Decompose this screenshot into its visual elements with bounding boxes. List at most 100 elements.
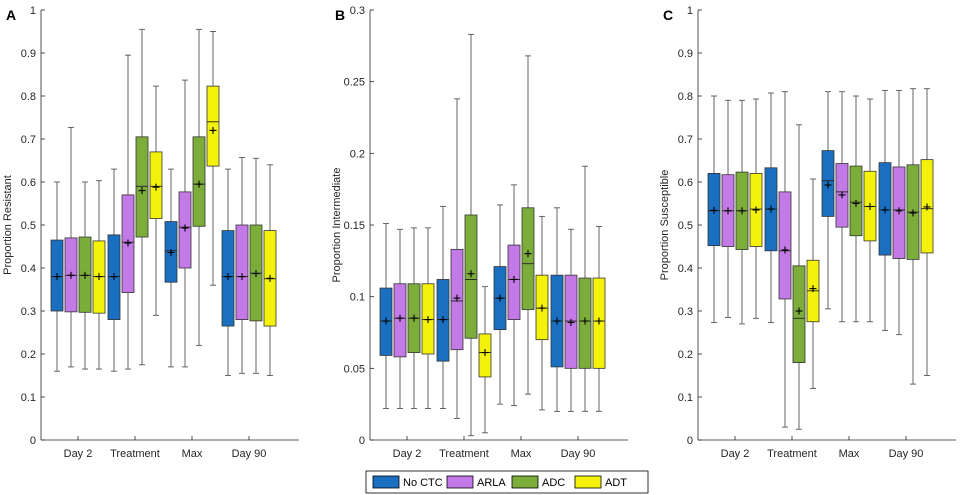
box-arla-day-2: [64, 126, 78, 368]
y-tick-label: 0.1: [678, 392, 693, 404]
panel-b: 0 0.05 0.1 0.15 0.2 0.25 0.3 Proportion Interme…: [331, 5, 628, 460]
x-tick-label: Day 90: [889, 448, 924, 460]
legend-swatch-adt: [574, 475, 602, 489]
box-no-ctc-max: [821, 91, 835, 310]
box-arla-treatment: [778, 91, 792, 428]
legend-swatch-no-ctc: [372, 475, 400, 489]
box-adt-day-2: [92, 180, 106, 370]
y-tick-label: 0.9: [678, 48, 693, 60]
legend-swatch-arla: [446, 475, 474, 489]
legend-label-adt: ADT: [605, 477, 627, 489]
y-axis-label: Proportion Susceptible: [659, 170, 671, 281]
x-tick-label: Treatment: [439, 448, 489, 460]
box-arla-day-90: [235, 157, 249, 374]
y-tick-label: 0.6: [21, 177, 36, 189]
box-iqr: [235, 224, 249, 320]
box-adt-treatment: [806, 178, 820, 389]
y-tick-label: 0.5: [678, 220, 693, 232]
box-arla-treatment: [450, 98, 464, 419]
box-iqr: [135, 136, 149, 238]
box-adt-treatment: [478, 286, 492, 434]
legend-label-adc: ADC: [542, 477, 565, 489]
y-tick-label: 1: [30, 5, 36, 17]
x-tick-label: Max: [182, 448, 203, 460]
y-axis-label: Proportion Resistant: [2, 175, 14, 275]
box-adc-day-90: [906, 88, 920, 385]
box-adt-max: [863, 98, 877, 323]
box-no-ctc-day-90: [221, 168, 235, 376]
x-tick-label: Day 90: [232, 448, 267, 460]
box-adt-day-2: [749, 98, 763, 319]
box-no-ctc-treatment: [107, 168, 121, 372]
box-arla-day-90: [892, 89, 906, 336]
box-no-ctc-max: [493, 204, 507, 405]
y-tick-label: 0.8: [678, 91, 693, 103]
y-tick-label: 0.05: [344, 363, 365, 375]
y-tick-label: 0.3: [21, 306, 36, 318]
y-tick-label: 0.1: [350, 292, 365, 304]
box-no-ctc-treatment: [764, 92, 778, 324]
panel-label: C: [663, 7, 673, 23]
x-tick-label: Day 2: [393, 448, 422, 460]
panel-label: B: [335, 7, 345, 23]
y-tick-label: 1: [687, 5, 693, 17]
panel-label: A: [6, 7, 16, 23]
box-arla-max: [178, 79, 192, 368]
box-arla-day-2: [721, 99, 735, 318]
box-arla-max: [507, 184, 521, 407]
x-tick-label: Day 2: [721, 448, 750, 460]
box-adc-treatment: [135, 28, 149, 366]
box-adt-day-2: [421, 227, 435, 409]
y-tick-label: 0.8: [21, 91, 36, 103]
y-tick-label: 0.2: [350, 148, 365, 160]
y-tick-label: 0.7: [678, 134, 693, 146]
box-adc-max: [192, 28, 206, 346]
box-adt-max: [535, 215, 549, 411]
legend: No CTC ARLA ADC ADT: [365, 470, 649, 494]
box-no-ctc-day-2: [707, 95, 721, 324]
box-adc-day-2: [407, 227, 421, 409]
box-arla-day-2: [393, 228, 407, 409]
box-adt-treatment: [149, 85, 163, 316]
y-axis-label: Proportion Intermediate: [331, 168, 343, 283]
x-tick-label: Treatment: [110, 448, 160, 460]
box-no-ctc-day-90: [550, 207, 564, 412]
x-tick-label: Day 2: [64, 448, 93, 460]
y-tick-label: 0.3: [350, 5, 365, 17]
box-adc-max: [521, 55, 535, 395]
y-tick-label: 0.15: [344, 220, 365, 232]
box-adt-day-90: [263, 164, 277, 376]
x-tick-label: Treatment: [767, 448, 817, 460]
x-tick-label: Day 90: [561, 448, 596, 460]
box-adc-day-2: [735, 99, 749, 325]
y-tick-label: 0.7: [21, 134, 36, 146]
box-no-ctc-treatment: [436, 205, 450, 409]
legend-label-no-ctc: No CTC: [403, 477, 443, 489]
y-tick-label: 0.1: [21, 392, 36, 404]
legend-label-arla: ARLA: [477, 477, 506, 489]
box-adc-day-90: [249, 157, 263, 374]
box-no-ctc-max: [164, 168, 178, 368]
x-tick-label: Max: [839, 448, 860, 460]
y-tick-label: 0: [30, 435, 36, 447]
y-tick-label: 0.5: [21, 220, 36, 232]
box-adt-day-90: [592, 225, 606, 412]
panel-a: 0 0.1 0.2 0.3 0.4 0.5 0.6 0.7 0.8 0.9 1 Proportion …: [2, 5, 299, 460]
box-adc-day-2: [78, 181, 92, 370]
y-tick-label: 0: [359, 435, 365, 447]
box-no-ctc-day-2: [50, 181, 64, 372]
legend-swatch-adc: [511, 475, 539, 489]
y-tick-label: 0.2: [21, 349, 36, 361]
panel-c: 0 0.1 0.2 0.3 0.4 0.5 0.6 0.7 0.8 0.9 1 Proportion …: [659, 5, 956, 460]
y-tick-label: 0.4: [21, 263, 36, 275]
box-iqr: [521, 207, 535, 310]
y-tick-label: 0.25: [344, 77, 365, 89]
y-tick-label: 0.3: [678, 306, 693, 318]
y-tick-label: 0.9: [21, 48, 36, 60]
box-adc-treatment: [792, 124, 806, 430]
y-tick-label: 0.2: [678, 349, 693, 361]
box-iqr: [206, 85, 220, 167]
box-arla-day-90: [564, 228, 578, 412]
x-tick-label: Max: [511, 448, 532, 460]
